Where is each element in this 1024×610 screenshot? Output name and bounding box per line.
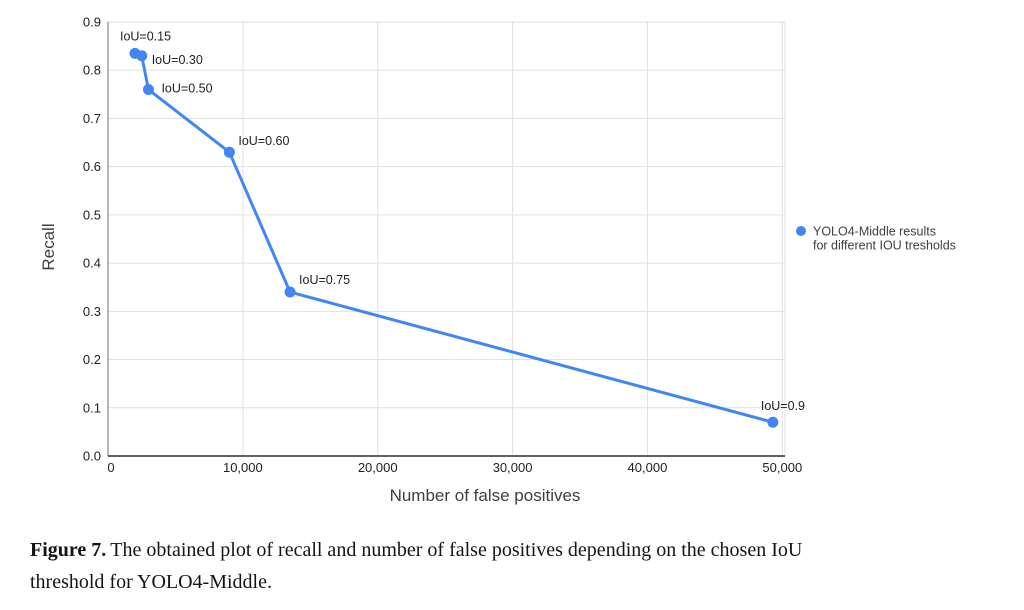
x-tick-label: 20,000 <box>358 460 398 475</box>
x-tick-label: 30,000 <box>493 460 533 475</box>
caption-label: Figure 7. <box>30 539 107 561</box>
caption-line-1: Figure 7. The obtained plot of recall and… <box>30 534 998 566</box>
point-label: IoU=0.9 <box>761 399 805 413</box>
point-label: IoU=0.30 <box>152 53 203 67</box>
legend-label-line-1: YOLO4-Middle results <box>813 225 936 239</box>
y-tick-label: 0.2 <box>83 352 101 367</box>
y-tick-label: 0.9 <box>83 15 101 30</box>
point-label: IoU=0.60 <box>238 134 289 148</box>
y-tick-label: 0.5 <box>83 207 101 222</box>
point-label: IoU=0.15 <box>120 29 171 43</box>
x-tick-label: 50,000 <box>762 460 802 475</box>
figure-7-chart: 0.0 0.1 0.2 0.3 0.4 0.5 0.6 0.7 0.8 0.9 0 10,000 20,… <box>39 15 956 506</box>
x-tick-label: 40,000 <box>628 460 668 475</box>
x-axis-title: Number of false positives <box>390 486 581 505</box>
point-label: IoU=0.75 <box>299 273 350 287</box>
data-point <box>136 50 148 62</box>
x-tick-label: 0 <box>107 460 114 475</box>
data-point <box>284 286 296 298</box>
y-tick-label: 0.7 <box>83 111 101 126</box>
y-tick-label: 0.8 <box>83 63 101 78</box>
legend-marker <box>796 226 806 236</box>
data-point <box>223 146 235 158</box>
chart-svg: 0.0 0.1 0.2 0.3 0.4 0.5 0.6 0.7 0.8 0.9 0 10,000 20,… <box>39 15 956 506</box>
legend-label-line-2: for different IOU tresholds <box>813 239 956 253</box>
series-line <box>133 51 775 424</box>
y-tick-label: 0.3 <box>83 304 101 319</box>
y-tick-label: 0.4 <box>83 256 101 271</box>
y-tick-label: 0.0 <box>83 449 101 464</box>
data-point <box>142 84 154 96</box>
data-point <box>767 416 779 428</box>
figure-caption: Figure 7. The obtained plot of recall and… <box>30 534 998 598</box>
caption-text-line1: The obtained plot of recall and number o… <box>110 539 803 561</box>
point-label: IoU=0.50 <box>161 82 212 96</box>
y-axis-title: Recall <box>39 223 58 270</box>
y-tick-label: 0.6 <box>83 159 101 174</box>
x-tick-label: 10,000 <box>223 460 263 475</box>
y-tick-label: 0.1 <box>83 400 101 415</box>
caption-line-2: threshold for YOLO4-Middle. <box>30 571 272 593</box>
